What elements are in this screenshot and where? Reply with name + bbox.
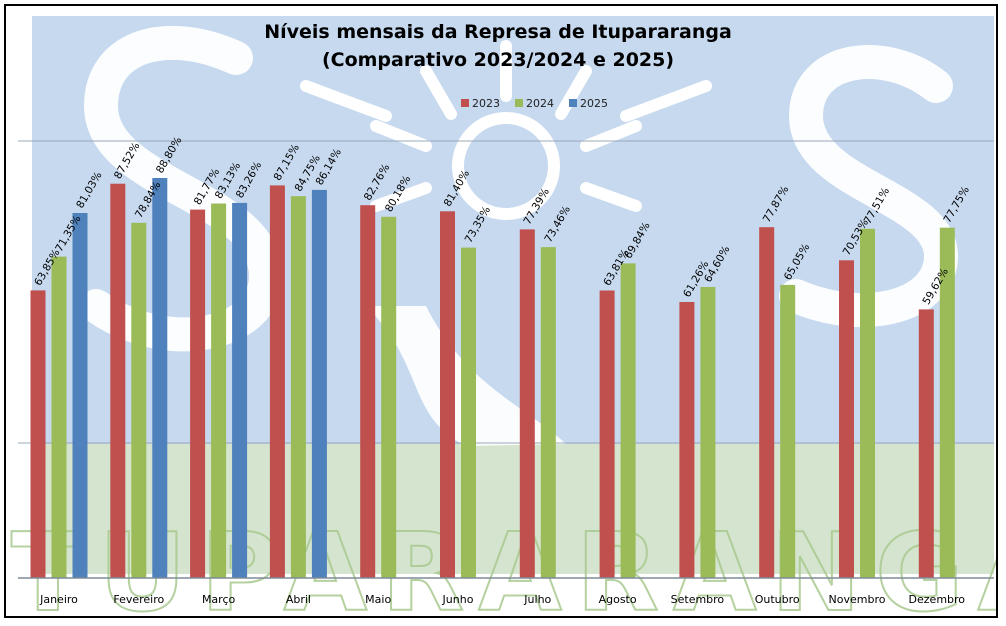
bar-2024-fevereiro (131, 222, 147, 579)
bar-2025-marco (232, 202, 248, 578)
bar-2024-dezembro (939, 227, 955, 578)
bar-2024-janeiro (51, 256, 67, 578)
bar-2024-abril (290, 196, 306, 578)
bar-2024-julho (540, 247, 556, 578)
legend-swatch-2024 (515, 99, 523, 107)
legend-label-2024: 2024 (526, 97, 554, 110)
bar-2025-fevereiro (152, 178, 168, 578)
bar-2023-maio (360, 205, 376, 578)
bar-2023-janeiro (30, 290, 46, 578)
legend-label-2025: 2025 (580, 97, 608, 110)
chart-frame: ITUPARARANGA Níveis mensais da Represa d… (4, 4, 998, 618)
watermark-sun (300, 40, 712, 220)
bar-2023-marco (190, 209, 206, 578)
bar-2025-abril (311, 189, 327, 578)
legend-swatch-2025 (569, 99, 577, 107)
chart-title: Níveis mensais da Represa de Itupararang… (264, 21, 732, 43)
bar-2024-setembro (700, 287, 716, 578)
bar-2025-janeiro (72, 213, 88, 578)
legend: 2023 2024 2025 (461, 97, 608, 110)
category-label-agosto: Agosto (599, 593, 637, 606)
legend-swatch-2023 (461, 99, 469, 107)
bar-2024-maio (381, 216, 397, 579)
category-label-setembro: Setembro (671, 593, 725, 606)
category-label-janeiro: Janeiro (39, 593, 78, 606)
category-label-abril: Abril (286, 593, 311, 606)
category-label-novembro: Novembro (829, 593, 886, 606)
watermark-s-right (779, 45, 959, 328)
category-label-outubro: Outubro (755, 593, 800, 606)
bar-2023-outubro (759, 227, 775, 578)
bar-2023-abril (269, 185, 285, 578)
legend-label-2023: 2023 (472, 97, 500, 110)
bar-2024-outubro (780, 284, 796, 578)
bar-2023-setembro (679, 302, 695, 578)
chart-svg: ITUPARARANGA Níveis mensais da Represa d… (6, 16, 998, 618)
bar-2023-dezembro (918, 309, 934, 578)
category-label-marco: Março (202, 593, 236, 606)
bar-2023-agosto (599, 290, 615, 578)
chart-subtitle: (Comparativo 2023/2024 e 2025) (322, 49, 674, 71)
category-label-dezembro: Dezembro (909, 593, 966, 606)
bar-2024-marco (211, 203, 227, 578)
bar-2023-junho (440, 211, 455, 579)
watermark-word: ITUPARARANGA (6, 511, 998, 618)
category-label-fevereiro: Fevereiro (113, 593, 164, 606)
bar-2024-agosto (620, 263, 636, 578)
gridlines (18, 140, 994, 444)
category-label-julho: Julho (523, 593, 551, 606)
bar-2023-fevereiro (110, 183, 126, 578)
bar-2023-julho (519, 229, 535, 578)
category-label-maio: Maio (365, 593, 391, 606)
bar-2024-novembro (860, 228, 875, 579)
bars (30, 178, 955, 579)
bar-2024-junho (461, 247, 476, 578)
bar-2023-novembro (839, 260, 854, 578)
category-label-junho: Junho (442, 593, 474, 606)
category-labels: Janeiro Fevereiro Março Abril Maio Junho Julho… (39, 593, 965, 606)
